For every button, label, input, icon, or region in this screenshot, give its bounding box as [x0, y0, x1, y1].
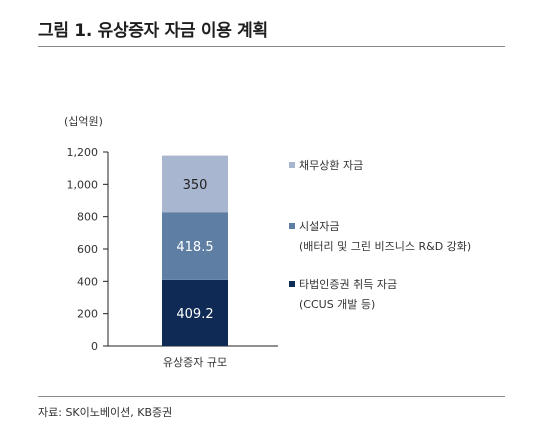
- chart-title: 그림 1. 유상증자 자금 이용 계획: [38, 21, 268, 41]
- source-divider: [38, 396, 505, 397]
- legend-label: 채무상환 자금: [299, 159, 363, 172]
- y-tick-label: 800: [77, 211, 98, 224]
- legend-swatch: [289, 162, 295, 168]
- data-label: 418.5: [176, 240, 213, 255]
- legend-label: 시설자금: [299, 220, 339, 233]
- bar-segment: [162, 155, 228, 213]
- legend-sublabel: (CCUS 개발 등): [299, 298, 375, 311]
- legend-swatch: [289, 281, 295, 287]
- legend-sublabel: (배터리 및 그린 비즈니스 R&D 강화): [299, 240, 471, 253]
- legend-swatch: [289, 223, 295, 229]
- y-tick-label: 1,200: [67, 146, 99, 159]
- y-tick-label: 200: [77, 308, 98, 321]
- y-tick-label: 1,000: [67, 178, 99, 191]
- y-tick-label: 400: [77, 275, 98, 288]
- title-divider: [38, 46, 505, 47]
- x-tick-label: 유상증자 규모: [163, 356, 227, 369]
- unit-label: (십억원): [64, 115, 103, 128]
- bar-segment: [162, 212, 228, 280]
- bar-segment: [162, 279, 228, 346]
- y-tick-label: 0: [91, 340, 98, 353]
- y-tick-label: 600: [77, 243, 98, 256]
- data-label: 350: [183, 178, 208, 193]
- source-note: 자료: SK이노베이션, KB증권: [38, 406, 173, 419]
- legend-label: 타법인증권 취득 자금: [299, 278, 397, 291]
- data-label: 409.2: [176, 307, 213, 322]
